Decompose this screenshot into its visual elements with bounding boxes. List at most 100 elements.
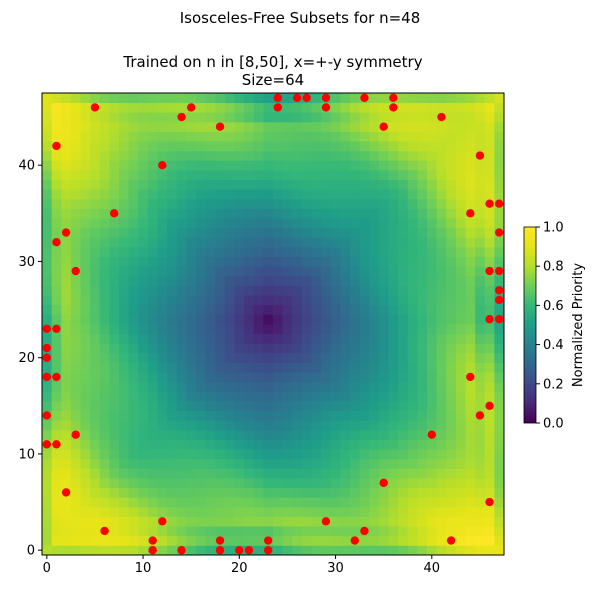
heatmap-cell (51, 179, 62, 190)
heatmap-cell (51, 266, 62, 277)
heatmap-cell (311, 170, 322, 181)
heatmap-cell (99, 449, 110, 460)
heatmap-cell (70, 150, 81, 161)
heatmap-cell (475, 362, 486, 373)
heatmap-cell (398, 102, 409, 113)
heatmap-cell (475, 526, 486, 537)
heatmap-cell (61, 198, 72, 209)
heatmap-cell (234, 535, 245, 546)
heatmap-cell (446, 478, 457, 489)
heatmap-cell (388, 352, 399, 363)
heatmap-cell (388, 285, 399, 296)
heatmap-cell (282, 314, 293, 325)
heatmap-cell (186, 362, 197, 373)
heatmap-cell (282, 391, 293, 402)
heatmap-cell (311, 256, 322, 267)
heatmap-cell (436, 343, 447, 354)
heatmap-cell (138, 314, 149, 325)
heatmap-cell (455, 478, 466, 489)
heatmap-cell (109, 526, 120, 537)
heatmap-cell (61, 497, 72, 508)
heatmap-cell (321, 429, 332, 440)
heatmap-cell (436, 420, 447, 431)
heatmap-cell (42, 526, 53, 537)
heatmap-cell (234, 237, 245, 248)
heatmap-cell (417, 535, 428, 546)
heatmap-cell (292, 410, 303, 421)
heatmap-cell (128, 343, 139, 354)
heatmap-cell (321, 420, 332, 431)
heatmap-cell (138, 189, 149, 200)
heatmap-cell (436, 535, 447, 546)
heatmap-cell (350, 420, 361, 431)
heatmap-cell (292, 449, 303, 460)
heatmap-cell (282, 227, 293, 238)
heatmap-cell (340, 93, 351, 104)
heatmap-cell (205, 391, 216, 402)
heatmap-cell (273, 304, 284, 315)
heatmap-cell (407, 141, 418, 152)
heatmap-cell (350, 256, 361, 267)
heatmap-cell (350, 198, 361, 209)
heatmap-cell (138, 247, 149, 258)
heatmap-cell (128, 526, 139, 537)
heatmap-cell (80, 324, 91, 335)
heatmap-cell (119, 487, 130, 498)
heatmap-cell (273, 420, 284, 431)
heatmap-cell (475, 420, 486, 431)
heatmap-cell (70, 131, 81, 142)
heatmap-cell (70, 352, 81, 363)
heatmap-cell (311, 526, 322, 537)
heatmap-cell (465, 439, 476, 450)
heatmap-cell (205, 487, 216, 498)
heatmap-cell (494, 439, 505, 450)
heatmap-cell (417, 179, 428, 190)
heatmap-cell (234, 304, 245, 315)
heatmap-cell (99, 141, 110, 152)
heatmap-cell (224, 121, 235, 132)
heatmap-cell (369, 208, 380, 219)
point-marker (302, 93, 311, 103)
heatmap-cell (388, 439, 399, 450)
heatmap-cell (407, 275, 418, 286)
heatmap-cell (359, 314, 370, 325)
heatmap-cell (330, 227, 341, 238)
heatmap-cell (494, 247, 505, 258)
heatmap-cell (186, 314, 197, 325)
heatmap-cell (167, 487, 178, 498)
point-marker (71, 266, 80, 276)
heatmap-cell (301, 131, 312, 142)
heatmap-cell (244, 218, 255, 229)
heatmap-cell (61, 526, 72, 537)
heatmap-cell (369, 545, 380, 556)
heatmap-cell (321, 150, 332, 161)
heatmap-cell (234, 429, 245, 440)
heatmap-cell (273, 237, 284, 248)
heatmap-cell (61, 343, 72, 354)
heatmap-cell (301, 535, 312, 546)
heatmap-cell (90, 275, 101, 286)
heatmap-cell (273, 478, 284, 489)
heatmap-cell (205, 237, 216, 248)
heatmap-cell (157, 266, 168, 277)
heatmap-cell (475, 478, 486, 489)
heatmap-cell (119, 93, 130, 104)
heatmap-cell (253, 401, 264, 412)
heatmap-cell (427, 237, 438, 248)
heatmap-cell (359, 189, 370, 200)
heatmap-cell (417, 410, 428, 421)
heatmap-cell (340, 468, 351, 479)
heatmap-cell (109, 112, 120, 123)
heatmap-cell (109, 179, 120, 190)
heatmap-cell (446, 324, 457, 335)
heatmap-cell (359, 275, 370, 286)
heatmap-cell (350, 141, 361, 152)
heatmap-cell (369, 247, 380, 258)
heatmap-cell (378, 227, 389, 238)
heatmap-cell (224, 362, 235, 373)
heatmap-cell (80, 93, 91, 104)
heatmap-cell (215, 179, 226, 190)
heatmap-cell (398, 247, 409, 258)
heatmap-cell (369, 160, 380, 171)
heatmap-cell (186, 343, 197, 354)
